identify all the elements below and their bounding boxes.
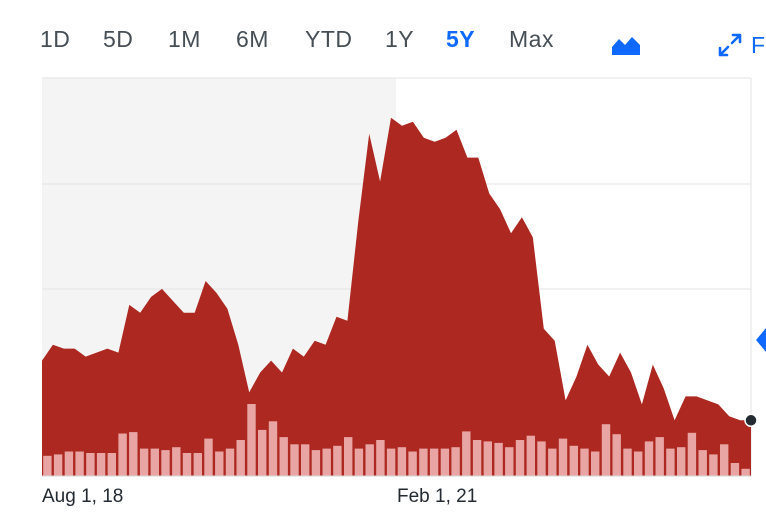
volume-bar — [515, 440, 525, 476]
volume-bar — [419, 448, 428, 476]
volume-bar — [182, 453, 192, 476]
range-toolbar: 1D 5D 1M 6M YTD 1Y 5Y Max F — [0, 0, 766, 78]
range-button-6m[interactable]: 6M — [236, 26, 269, 52]
volume-bar — [172, 447, 181, 476]
volume-bar — [279, 437, 288, 476]
volume-bar — [96, 453, 106, 476]
volume-bar — [429, 448, 439, 476]
volume-bar — [655, 437, 664, 476]
volume-bar — [634, 451, 643, 476]
volume-bar — [43, 455, 52, 476]
volume-bar — [333, 445, 342, 476]
volume-bar — [558, 438, 568, 476]
price-area-series — [42, 117, 751, 477]
range-button-1d[interactable]: 1D — [40, 26, 71, 52]
volume-bar — [290, 444, 299, 476]
volume-bar — [268, 421, 278, 476]
range-button-1y[interactable]: 1Y — [385, 26, 415, 52]
volume-bar — [548, 448, 557, 476]
volume-bar — [139, 448, 149, 476]
volume-bar — [666, 448, 675, 476]
volume-bar — [344, 437, 353, 476]
volume-bar — [483, 441, 492, 476]
volume-bar — [161, 450, 170, 476]
volume-bar — [236, 440, 245, 476]
volume-bar — [354, 448, 364, 476]
volume-bar — [440, 448, 450, 476]
volume-bar — [720, 444, 729, 476]
volume-bars — [43, 404, 750, 476]
volume-bar — [677, 447, 686, 476]
volume-bar — [408, 451, 417, 476]
volume-bar — [322, 448, 331, 476]
volume-bar — [601, 424, 611, 476]
last-price-marker[interactable] — [744, 413, 758, 428]
volume-bar — [687, 432, 697, 476]
volume-bar — [75, 451, 84, 476]
volume-bar — [709, 454, 718, 476]
volume-bar — [376, 440, 385, 476]
volume-bar — [505, 447, 514, 476]
volume-bar — [451, 447, 460, 476]
x-tick-label-aug-2018: Aug 1, 18 — [42, 486, 123, 507]
range-button-1m[interactable]: 1M — [168, 26, 201, 52]
volume-bar — [537, 441, 546, 476]
volume-bar — [247, 404, 256, 476]
expand-arrows-icon — [718, 33, 742, 57]
volume-bar — [311, 450, 321, 476]
range-button-5d[interactable]: 5D — [103, 26, 134, 52]
volume-bar — [215, 451, 224, 476]
volume-bar — [472, 440, 482, 476]
volume-bar — [623, 448, 632, 476]
volume-bar — [698, 450, 707, 476]
volume-bar — [118, 433, 127, 476]
mountain-chart-icon[interactable] — [611, 33, 641, 57]
volume-bar — [365, 444, 374, 476]
volume-bar — [730, 463, 740, 476]
volume-bar — [225, 448, 235, 476]
fullscreen-button[interactable]: F — [717, 30, 765, 60]
range-button-max[interactable]: Max — [509, 26, 554, 52]
volume-bar — [129, 432, 138, 476]
volume-bar — [644, 441, 654, 476]
volume-bar — [494, 442, 503, 476]
volume-bar — [462, 431, 471, 476]
current-price-flag — [756, 328, 766, 352]
volume-bar — [53, 454, 63, 476]
fullscreen-label: F — [751, 31, 766, 58]
volume-bar — [397, 447, 407, 476]
volume-bar — [150, 448, 159, 476]
volume-bar — [86, 453, 95, 476]
volume-bar — [741, 468, 750, 476]
volume-bar — [301, 444, 310, 476]
volume-bar — [569, 445, 578, 476]
range-button-5y[interactable]: 5Y — [446, 26, 476, 52]
volume-bar — [204, 438, 213, 476]
volume-bar — [580, 448, 589, 476]
volume-bar — [258, 429, 267, 476]
volume-bar — [386, 448, 396, 476]
volume-bar — [64, 451, 74, 476]
volume-bar — [526, 435, 535, 476]
volume-bar — [612, 434, 621, 476]
range-button-ytd[interactable]: YTD — [305, 26, 353, 52]
x-tick-label-feb-2021: Feb 1, 21 — [397, 486, 477, 507]
volume-bar — [107, 453, 116, 476]
volume-bar — [591, 451, 600, 476]
volume-bar — [193, 453, 202, 476]
